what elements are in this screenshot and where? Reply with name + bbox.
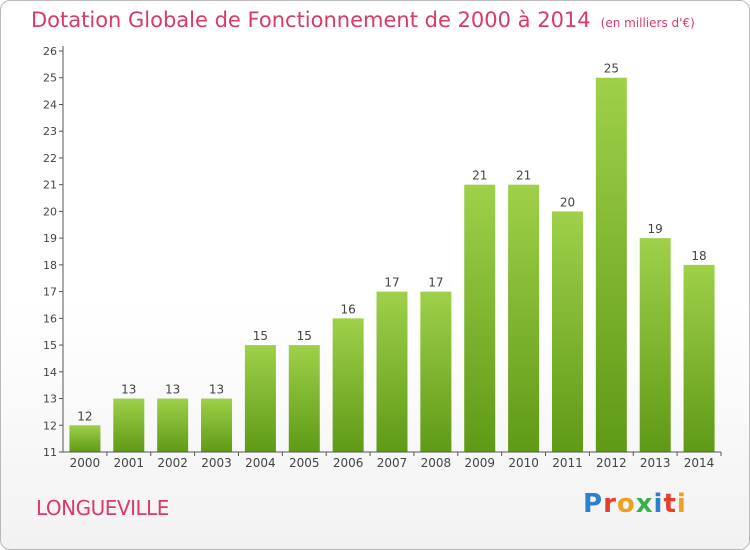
bar-2006[interactable] [332,318,364,452]
data-label-2009: 21 [472,169,487,183]
y-tick-label: 15 [43,339,57,352]
data-label-2007: 17 [384,276,399,290]
y-tick-label: 25 [43,72,57,85]
bar-2004[interactable] [244,345,276,452]
y-tick-label: 21 [43,179,57,192]
data-label-2006: 16 [340,302,355,316]
bar-2010[interactable] [508,184,540,452]
data-label-2011: 20 [560,195,575,209]
logo-letter: P [583,489,604,519]
y-tick-label: 12 [43,419,57,432]
bar-2005[interactable] [288,345,320,452]
x-tick-label-2000: 2000 [70,456,101,470]
logo-letter: i [676,489,687,519]
data-label-2002: 13 [165,383,180,397]
y-tick-label: 14 [43,366,57,379]
y-tick-label: 20 [43,205,57,218]
y-tick-label: 23 [43,125,57,138]
data-label-2000: 12 [77,409,92,423]
bar-2012[interactable] [595,77,627,452]
data-label-2001: 13 [121,383,136,397]
x-tick-label-2007: 2007 [377,456,408,470]
x-tick-label-2013: 2013 [640,456,671,470]
bar-2013[interactable] [639,238,671,452]
logo-letter: r [603,489,617,519]
y-tick-label: 11 [43,446,57,459]
x-tick-label-2006: 2006 [333,456,364,470]
x-tick-label-2008: 2008 [421,456,452,470]
data-label-2012: 25 [604,62,619,76]
bar-2008[interactable] [420,291,452,452]
x-tick-label-2010: 2010 [508,456,539,470]
x-tick-label-2009: 2009 [464,456,495,470]
data-label-2010: 21 [516,169,531,183]
data-label-2004: 15 [253,329,268,343]
bar-2000[interactable] [69,425,101,452]
y-tick-label: 26 [43,45,57,58]
data-label-2013: 19 [648,222,663,236]
chart-subtitle: (en milliers d'€) [600,16,695,30]
logo-letter: t [663,489,677,519]
x-tick-label-2012: 2012 [596,456,627,470]
logo-letter: x [635,489,654,519]
bar-2001[interactable] [113,398,145,452]
logo-letter: o [616,489,636,519]
logo-letter: i [653,489,664,519]
bar-2014[interactable] [683,264,715,452]
bar-2009[interactable] [464,184,496,452]
y-tick-label: 16 [43,312,57,325]
y-tick-label: 13 [43,393,57,406]
bar-2003[interactable] [201,398,233,452]
proxiti-logo[interactable]: Proxiti [583,489,687,519]
bar-2002[interactable] [157,398,189,452]
data-label-2005: 15 [297,329,312,343]
x-tick-label-2003: 2003 [201,456,232,470]
bar-2011[interactable] [551,211,583,452]
y-tick-label: 24 [43,98,57,111]
data-label-2003: 13 [209,383,224,397]
chart-title-text: Dotation Globale de Fonctionnement de 20… [31,8,591,32]
x-tick-label-2002: 2002 [157,456,188,470]
bar-2007[interactable] [376,291,408,452]
chart-title: Dotation Globale de Fonctionnement de 20… [31,8,695,32]
y-tick-label: 19 [43,232,57,245]
y-tick-label: 18 [43,259,57,272]
x-tick-label-2004: 2004 [245,456,276,470]
x-tick-label-2005: 2005 [289,456,320,470]
data-label-2008: 17 [428,276,443,290]
data-label-2014: 18 [691,249,706,263]
city-name: LONGUEVILLE [36,496,169,520]
y-tick-label: 17 [43,286,57,299]
y-tick-label: 22 [43,152,57,165]
x-tick-label-2001: 2001 [114,456,145,470]
x-tick-label-2014: 2014 [684,456,715,470]
x-tick-label-2011: 2011 [552,456,583,470]
